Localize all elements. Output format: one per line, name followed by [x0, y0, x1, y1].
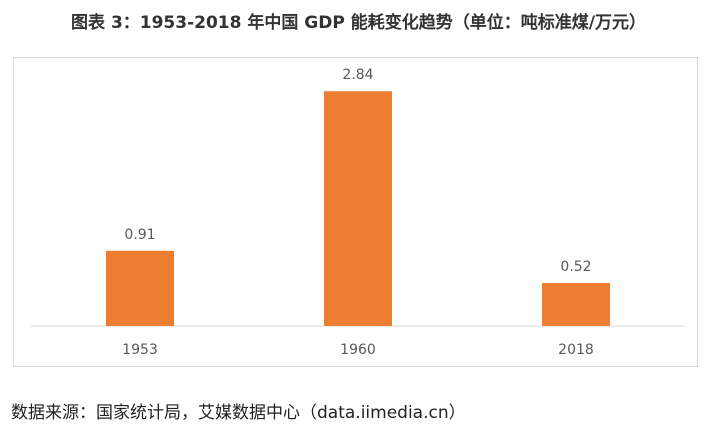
bar-chart: 0.91 1953 2.84 1960 0.52 2018	[31, 67, 685, 358]
chart-area: 0.91 1953 2.84 1960 0.52 2018	[13, 57, 698, 367]
x-tick-label-2018: 2018	[558, 342, 594, 358]
chart-title: 图表 3：1953-2018 年中国 GDP 能耗变化趋势（单位：吨标准煤/万元…	[71, 13, 646, 33]
bar-2018	[542, 283, 610, 326]
data-source-note: 数据来源：国家统计局，艾媒数据中心（data.iimedia.cn）	[11, 403, 466, 423]
x-tick-label-1953: 1953	[122, 342, 158, 358]
data-label-1960: 2.84	[342, 67, 373, 83]
data-label-2018: 0.52	[560, 259, 591, 275]
bar-1953	[106, 250, 174, 326]
bar-1960	[324, 91, 392, 326]
x-tick-label-1960: 1960	[340, 342, 376, 358]
data-label-1953: 0.91	[124, 227, 155, 243]
